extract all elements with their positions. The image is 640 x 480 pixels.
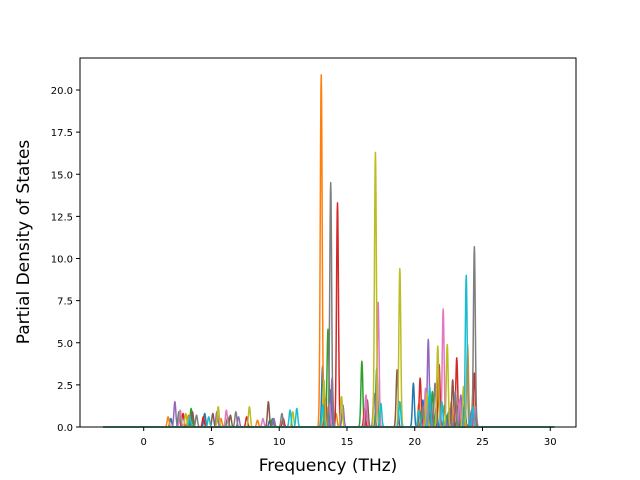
plot-background <box>80 58 576 427</box>
y-tick-label: 7.5 <box>57 297 73 308</box>
x-tick-label: 30 <box>544 437 557 448</box>
x-tick-label: 10 <box>273 437 286 448</box>
y-tick-label: 20.0 <box>51 86 73 97</box>
y-tick-label: 0.0 <box>57 423 73 434</box>
x-tick-label: 15 <box>341 437 354 448</box>
y-tick-label: 2.5 <box>57 381 73 392</box>
y-tick-label: 12.5 <box>51 212 73 223</box>
y-tick-label: 15.0 <box>51 170 73 181</box>
y-tick-label: 17.5 <box>51 128 73 139</box>
x-tick-label: 25 <box>476 437 489 448</box>
x-axis-label: Frequency (THz) <box>259 456 398 476</box>
y-tick-label: 10.0 <box>51 255 73 266</box>
plot-frame <box>79 57 577 428</box>
x-axis-ticks: 0 5 10 15 20 25 30 <box>141 427 557 448</box>
x-tick-label: 20 <box>408 437 421 448</box>
x-tick-label: 5 <box>208 437 214 448</box>
x-tick-label: 0 <box>141 437 147 448</box>
y-axis-ticks: 0.0 2.5 5.0 7.5 10.0 12.5 15.0 17.5 20.0 <box>51 86 80 434</box>
y-tick-label: 5.0 <box>57 339 73 350</box>
y-axis-label: Partial Density of States <box>14 140 34 345</box>
